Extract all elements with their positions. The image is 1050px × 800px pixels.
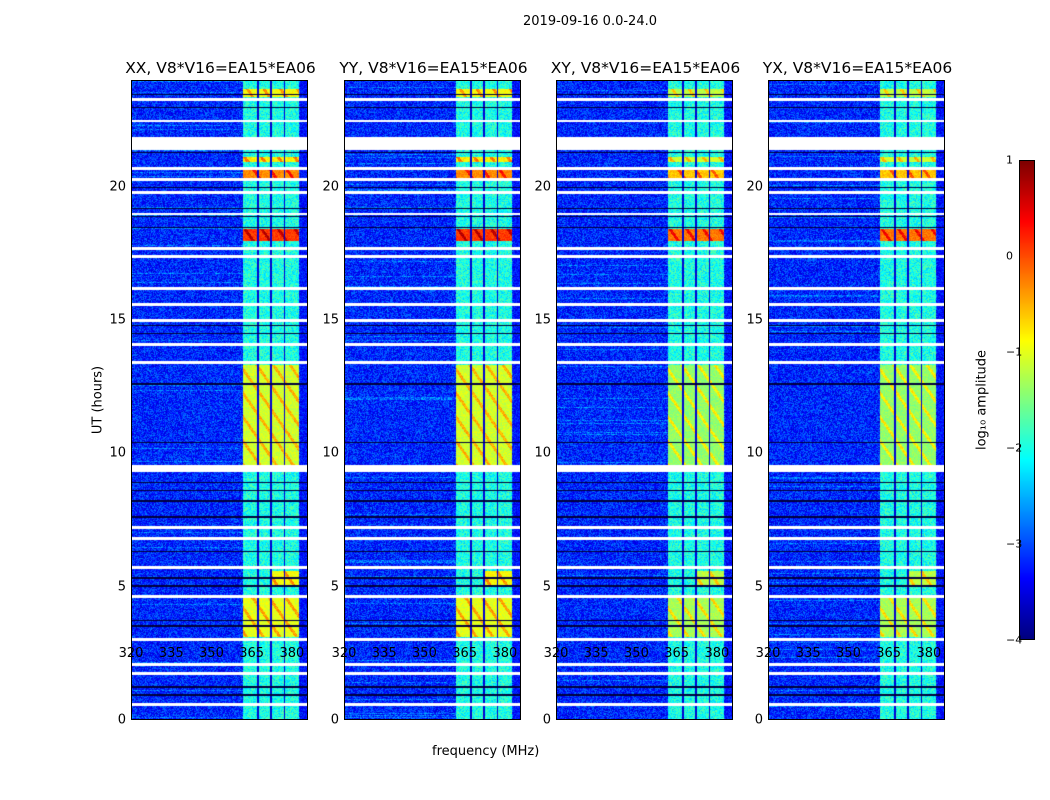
x-tick-label: 335 <box>371 646 397 661</box>
colorbar-label: log₁₀ amplitude <box>974 349 990 451</box>
y-tick-label: 5 <box>330 579 339 595</box>
spectrogram-panel-1: XX, V8*V16=EA15*EA06 <box>125 59 316 720</box>
x-tick-label: 320 <box>543 646 569 661</box>
x-tick-label: 365 <box>876 646 902 661</box>
y-tick-label: 10 <box>109 445 126 461</box>
spectrogram-panel-4: YX, V8*V16=EA15*EA06 <box>763 59 952 720</box>
y-tick-label: 20 <box>322 179 339 195</box>
spectrogram-panel-2: YY, V8*V16=EA15*EA06 <box>339 59 528 720</box>
x-axis-label: frequency (MHz) <box>432 744 540 759</box>
y-axis-label: UT (hours) <box>90 365 106 435</box>
x-tick-label: 380 <box>704 646 730 661</box>
panel-title: YY, V8*V16=EA15*EA06 <box>339 59 528 77</box>
y-tick-label: 15 <box>322 312 339 328</box>
x-tick-label: 335 <box>583 646 609 661</box>
y-tick-label: 5 <box>117 579 126 595</box>
y-tick-label: 0 <box>754 712 763 728</box>
panel-title: XX, V8*V16=EA15*EA06 <box>125 59 316 77</box>
panel-title: YX, V8*V16=EA15*EA06 <box>762 59 953 77</box>
x-tick-label: 365 <box>664 646 690 661</box>
x-tick-label: 380 <box>916 646 942 661</box>
y-tick-label: 5 <box>754 579 763 595</box>
x-tick-label: 350 <box>624 646 649 661</box>
colorbar-tick-label: −2 <box>1006 441 1023 455</box>
heatmap-image <box>557 81 732 719</box>
x-tick-label: 320 <box>755 646 781 661</box>
x-tick-label: 380 <box>492 646 518 661</box>
heatmap-image <box>132 81 307 719</box>
y-tick-label: 10 <box>746 445 763 461</box>
colorbar-tick-label: −4 <box>1006 633 1023 647</box>
x-tick-label: 320 <box>331 646 357 661</box>
panel-title: XY, V8*V16=EA15*EA06 <box>550 59 741 77</box>
y-tick-label: 0 <box>542 712 551 728</box>
x-tick-label: 335 <box>158 646 184 661</box>
y-tick-label: 0 <box>330 712 339 728</box>
colorbar-tick-label: 1 <box>1006 153 1013 167</box>
x-tick-label: 365 <box>239 646 265 661</box>
x-tick-label: 350 <box>199 646 224 661</box>
colorbar <box>1019 160 1035 640</box>
y-tick-label: 15 <box>109 312 126 328</box>
y-tick-label: 20 <box>109 179 126 195</box>
x-tick-label: 350 <box>836 646 861 661</box>
y-tick-label: 15 <box>746 312 763 328</box>
y-tick-label: 15 <box>534 312 551 328</box>
y-tick-label: 20 <box>746 179 763 195</box>
x-tick-label: 380 <box>279 646 305 661</box>
figure-title: 2019-09-16 0.0-24.0 <box>523 14 657 29</box>
y-tick-label: 0 <box>117 712 126 728</box>
y-tick-label: 5 <box>542 579 551 595</box>
colorbar-tick-label: 0 <box>1006 249 1013 263</box>
y-tick-label: 10 <box>534 445 551 461</box>
x-tick-label: 335 <box>795 646 821 661</box>
y-tick-label: 20 <box>534 179 551 195</box>
spectrogram-panel-3: XY, V8*V16=EA15*EA06 <box>551 59 740 720</box>
heatmap-image <box>769 81 944 719</box>
y-tick-label: 10 <box>322 445 339 461</box>
colorbar-tick-label: −3 <box>1006 537 1023 551</box>
x-tick-label: 320 <box>118 646 144 661</box>
x-tick-label: 365 <box>452 646 478 661</box>
x-tick-label: 350 <box>412 646 437 661</box>
heatmap-image <box>345 81 520 719</box>
colorbar-tick-label: −1 <box>1006 345 1023 359</box>
